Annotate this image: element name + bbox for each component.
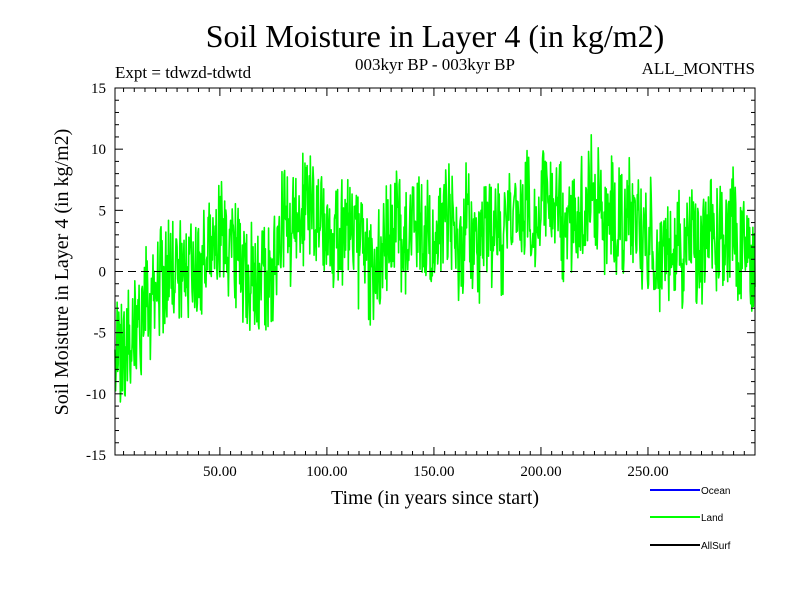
plot-area: 50.00 100.00 150.00 200.00 250.00 -15 -10 -5 0 5… xyxy=(86,81,756,480)
x-tick-label: 200.00 xyxy=(520,464,561,480)
legend-label-ocean: Ocean xyxy=(701,486,730,497)
x-axis-label: Time (in years since start) xyxy=(331,487,539,509)
x-tick-label: 100.00 xyxy=(306,464,347,480)
x-tick-label: 250.00 xyxy=(627,464,668,480)
series-line-land xyxy=(114,133,756,403)
series-group xyxy=(114,133,756,403)
y-tick-label: 5 xyxy=(99,203,107,219)
y-tick-label: 10 xyxy=(91,142,106,158)
y-tick-label: 0 xyxy=(99,265,107,281)
x-tick-label: 150.00 xyxy=(413,464,454,480)
chart-title: Soil Moisture in Layer 4 (in kg/m2) xyxy=(206,18,665,54)
y-tick-labels: -15 -10 -5 0 5 10 15 xyxy=(86,81,106,464)
period-label: 003kyr BP - 003kyr BP xyxy=(355,55,515,74)
experiment-label: Expt = tdwzd-tdwtd xyxy=(115,63,252,82)
y-tick-label: -10 xyxy=(86,387,106,403)
y-tick-label: -5 xyxy=(94,326,107,342)
x-tick-labels: 50.00 100.00 150.00 200.00 250.00 xyxy=(203,464,669,480)
x-tick-label: 50.00 xyxy=(203,464,237,480)
legend: Ocean Land AllSurf xyxy=(650,486,731,552)
y-tick-label: -15 xyxy=(86,448,106,464)
y-axis-label: Soil Moisture in Layer 4 (in kg/m2) xyxy=(51,129,73,416)
legend-label-land: Land xyxy=(701,513,723,524)
y-tick-label: 15 xyxy=(91,81,106,97)
axis-ticks xyxy=(115,87,756,456)
months-label: ALL_MONTHS xyxy=(642,59,755,78)
legend-label-allsurf: AllSurf xyxy=(701,541,731,552)
